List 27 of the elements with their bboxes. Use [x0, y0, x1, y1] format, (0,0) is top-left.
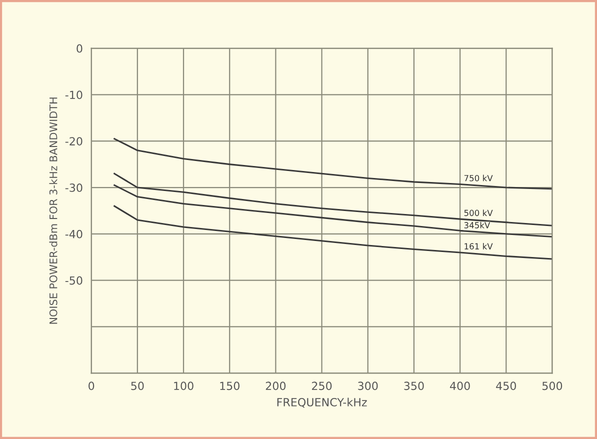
- x-tick-label: 450: [496, 382, 516, 390]
- line-series: [114, 138, 552, 190]
- x-tick-label: 500: [542, 382, 562, 390]
- x-tick-label: 150: [220, 382, 240, 390]
- series-label: 500 kV: [464, 210, 493, 216]
- y-tick-label: -10: [65, 90, 82, 100]
- y-axis-title: NOISE POWER-dBm FOR 3-kHz BANDWIDTH: [49, 98, 58, 324]
- series-label: 750 kV: [464, 174, 493, 182]
- y-tick-label: 0: [76, 44, 82, 53]
- x-tick-label: 100: [174, 382, 194, 390]
- line-series: [114, 172, 552, 226]
- y-tick-label: -40: [65, 230, 82, 238]
- series-label: 161 kV: [464, 243, 493, 250]
- x-axis-title: FREQUENCY-kHz: [277, 398, 367, 408]
- y-tick-label: -20: [65, 137, 82, 146]
- x-tick-label: 350: [404, 382, 424, 390]
- y-tick-label: -30: [65, 183, 82, 192]
- line-series: [114, 205, 552, 260]
- x-tick-label: 400: [450, 382, 470, 390]
- x-tick-label: 250: [312, 382, 332, 390]
- x-tick-label: 0: [88, 382, 94, 390]
- x-tick-label: 200: [266, 382, 286, 390]
- x-tick-label: 50: [131, 382, 144, 390]
- line-series: [114, 184, 552, 238]
- series-label: 345kV: [464, 222, 490, 228]
- y-tick-label: -50: [65, 276, 82, 285]
- x-tick-label: 300: [358, 382, 378, 390]
